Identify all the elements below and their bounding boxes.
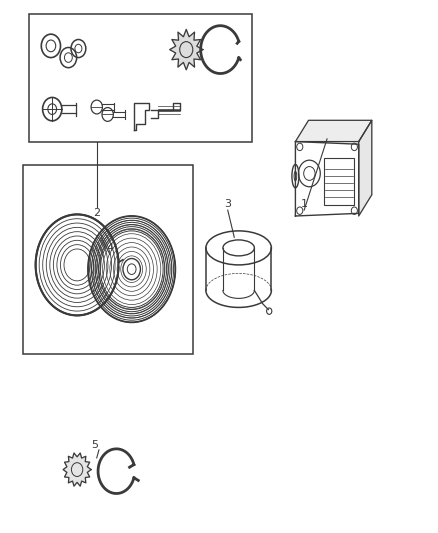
Polygon shape <box>63 453 91 486</box>
Text: 2: 2 <box>93 208 100 219</box>
Bar <box>324 158 354 205</box>
Polygon shape <box>295 120 372 142</box>
Polygon shape <box>359 120 372 216</box>
Bar <box>22 165 193 354</box>
Polygon shape <box>170 29 203 70</box>
Text: 1: 1 <box>300 199 307 209</box>
Text: 4: 4 <box>106 243 113 253</box>
Bar <box>29 14 252 142</box>
Text: 5: 5 <box>91 440 98 450</box>
Text: 3: 3 <box>224 199 231 209</box>
